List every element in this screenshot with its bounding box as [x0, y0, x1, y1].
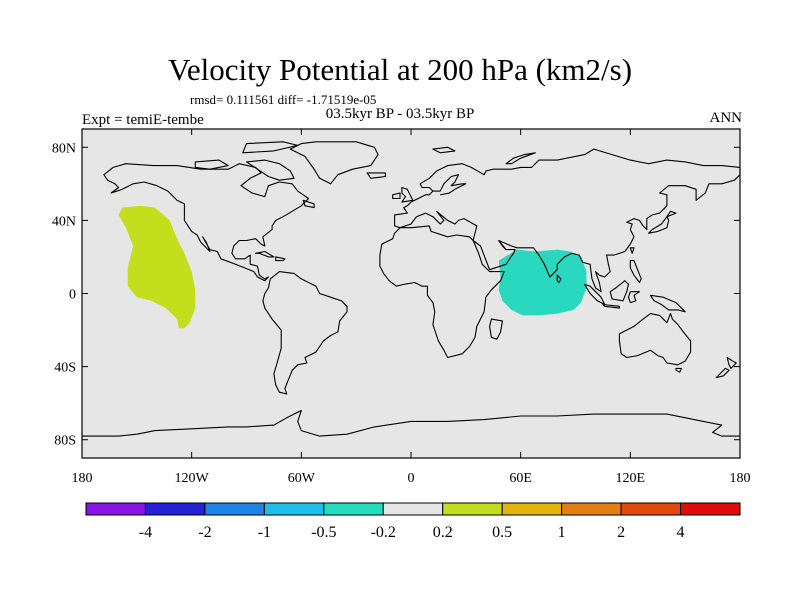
colorbar-label: -1	[258, 524, 271, 541]
y-tick-label: 40S	[54, 361, 76, 376]
coast-taiwan	[629, 247, 635, 254]
coast-antarctica	[82, 409, 740, 437]
coast-great-britain	[401, 186, 414, 203]
x-tick-label: 120E	[616, 471, 646, 486]
y-tick-label: 40N	[52, 214, 76, 229]
experiment-label: Expt = temiE-tembe	[82, 112, 204, 128]
y-tick-label: 80S	[54, 434, 76, 449]
east-pacific-positive-anomaly	[118, 205, 196, 329]
coast-newfoundland	[302, 199, 315, 209]
colorbar-cell	[382, 502, 444, 516]
stats-text: rmsd= 0.111561 diff= -1.71519e-05	[190, 92, 377, 107]
colorbar: -4 -2 -1 -0.5 -0.2 0.2 0.5 1 2 4	[85, 502, 741, 541]
y-tick-label: 0	[69, 288, 76, 303]
coast-sulawesi	[627, 291, 641, 304]
longitude-ticks: 180 120W 60W 0 60E 120E 180	[72, 129, 751, 486]
coast-japan	[648, 216, 670, 234]
coast-tasmania	[675, 367, 683, 373]
colorbar-cell	[263, 502, 325, 516]
x-tick-label: 60E	[509, 471, 532, 486]
latitude-ticks: 80N 40N 0 40S 80S	[52, 141, 740, 449]
colorbar-cell	[204, 502, 265, 516]
x-tick-label: 60W	[288, 471, 316, 486]
colorbar-cell	[501, 502, 563, 516]
coast-north-america	[103, 163, 310, 282]
colorbar-cells	[85, 502, 741, 516]
colorbar-label: 0.5	[492, 524, 512, 541]
coast-novaya-zemlya	[505, 152, 536, 165]
coast-south-america	[262, 271, 348, 395]
coast-baffin-island	[245, 159, 295, 181]
anomaly-regions	[118, 205, 587, 329]
colorbar-cell	[620, 502, 682, 516]
coast-svalbard	[432, 146, 456, 154]
y-tick-label: 80N	[52, 141, 76, 156]
coast-sri-lanka	[556, 274, 562, 284]
colorbar-label: 1	[558, 524, 566, 541]
coast-iceland	[366, 172, 386, 179]
colorbar-label: -2	[198, 524, 211, 541]
x-tick-label: 180	[72, 471, 93, 486]
colorbar-label: 2	[617, 524, 625, 541]
coast-ireland	[392, 192, 401, 200]
colorbar-labels: -4 -2 -1 -0.5 -0.2 0.2 0.5 1 2 4	[139, 524, 685, 541]
coast-borneo	[609, 280, 630, 302]
coastlines	[82, 141, 741, 437]
coast-africa	[379, 225, 505, 359]
colorbar-cell	[680, 502, 741, 516]
x-tick-label: 0	[408, 471, 415, 486]
colorbar-label: -0.5	[311, 524, 336, 541]
colorbar-label: -0.2	[371, 524, 396, 541]
colorbar-label: 4	[677, 524, 685, 541]
coast-new-zealand-south	[715, 367, 730, 379]
coast-philippines	[629, 260, 642, 284]
coast-hokkaido	[666, 210, 677, 218]
coast-new-guinea	[649, 294, 686, 313]
colorbar-cell	[85, 502, 146, 516]
x-tick-label: 180	[730, 471, 751, 486]
map-title: Velocity Potential at 200 hPa (km2/s)	[167, 52, 633, 87]
colorbar-cell	[442, 502, 503, 516]
colorbar-cell	[323, 502, 384, 516]
map-plot: 180 120W 60W 0 60E 120E 180 80N 40N 0 40S 80S	[52, 128, 751, 486]
colorbar-cell	[144, 502, 206, 516]
colorbar-label: 0.2	[433, 524, 453, 541]
indian-ocean-negative-anomaly	[498, 249, 587, 316]
coast-ellesmere-island	[242, 141, 299, 154]
coast-victoria-island	[194, 159, 229, 170]
coast-new-zealand-north	[726, 356, 737, 369]
coast-hispaniola	[275, 256, 286, 262]
coast-arabian-gulf	[498, 240, 507, 250]
x-tick-label: 120W	[175, 471, 210, 486]
coast-australia	[618, 313, 692, 366]
coast-madagascar	[489, 318, 503, 340]
colorbar-label: -4	[139, 524, 152, 541]
period-label: 03.5kyr BP - 03.5kyr BP	[325, 106, 475, 122]
coast-cuba	[255, 250, 275, 258]
colorbar-cell	[561, 502, 622, 516]
season-label: ANN	[709, 110, 743, 126]
coast-eurasia	[394, 148, 741, 293]
coast-java	[602, 303, 620, 309]
coast-baltic	[432, 174, 467, 196]
coast-greenland	[289, 141, 379, 185]
